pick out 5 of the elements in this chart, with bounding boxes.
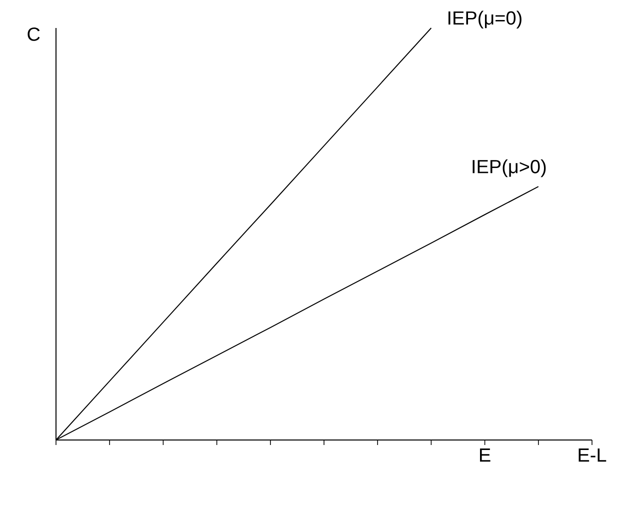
y-axis-title: C xyxy=(28,27,40,41)
series-label: IEP(μ>0) xyxy=(472,159,546,178)
x-tick-label: E-L xyxy=(578,448,606,462)
x-tick-label: E xyxy=(480,448,490,462)
series-label: IEP(μ=0) xyxy=(448,10,522,28)
